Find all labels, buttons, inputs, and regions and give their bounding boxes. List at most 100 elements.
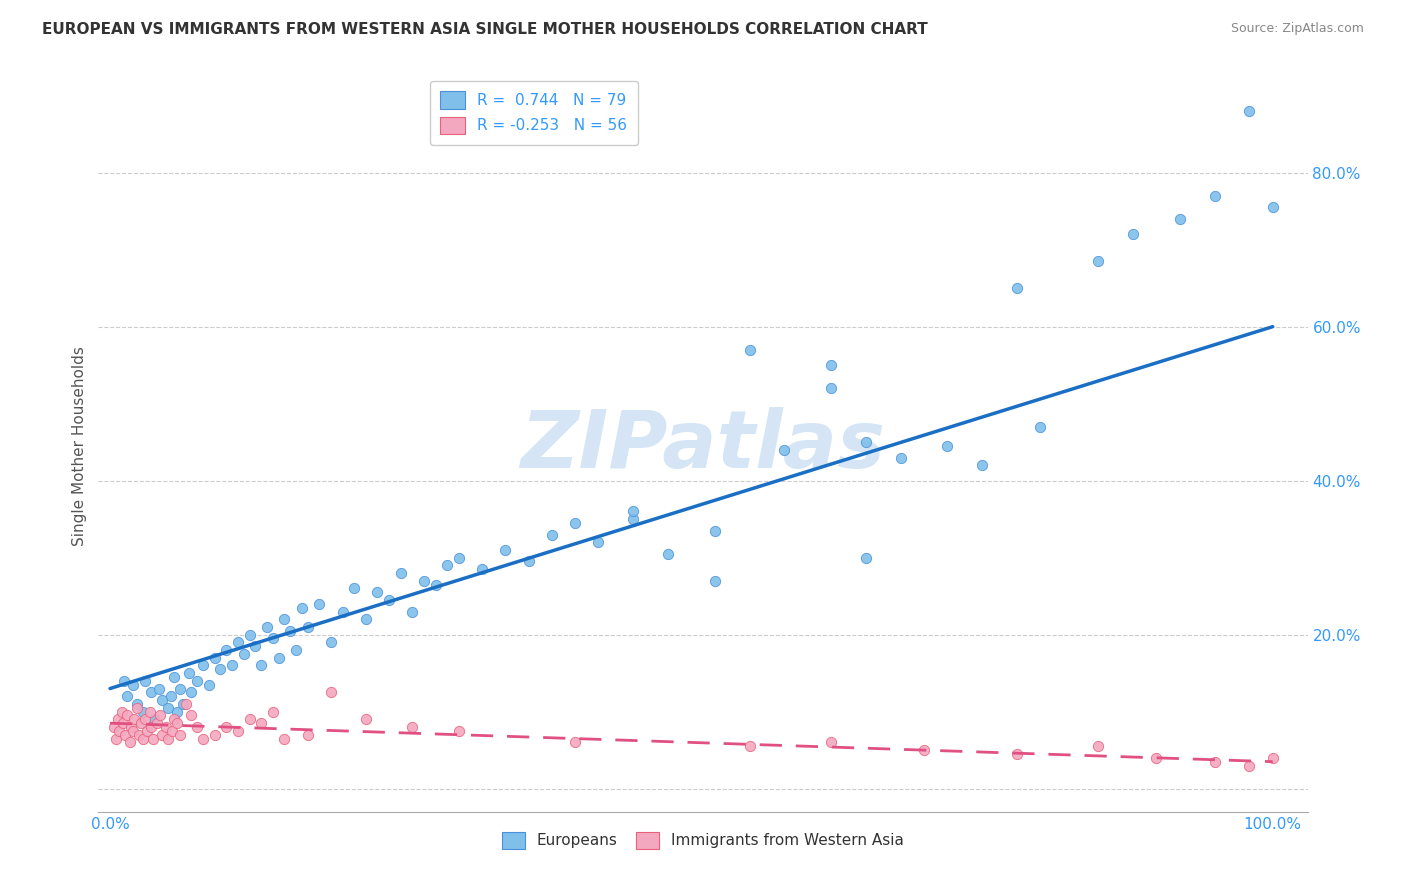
Point <box>209 662 232 676</box>
Point <box>149 708 172 723</box>
Point <box>738 343 761 357</box>
Text: Source: ZipAtlas.com: Source: ZipAtlas.com <box>1230 22 1364 36</box>
Point <box>191 658 214 673</box>
Point <box>139 685 162 699</box>
Point <box>494 543 516 558</box>
Point <box>159 690 181 704</box>
Point <box>1029 419 1052 434</box>
Point <box>471 562 494 576</box>
Point <box>145 716 167 731</box>
Point <box>112 673 135 688</box>
Point <box>155 720 177 734</box>
Point <box>169 681 191 696</box>
Point <box>114 728 136 742</box>
Point <box>912 743 935 757</box>
Point <box>169 728 191 742</box>
Point <box>262 632 284 646</box>
Point <box>204 650 226 665</box>
Point <box>273 731 295 746</box>
Point <box>366 585 388 599</box>
Point <box>855 435 877 450</box>
Point <box>1261 751 1284 765</box>
Point <box>245 639 267 653</box>
Point <box>308 597 330 611</box>
Point <box>120 720 142 734</box>
Point <box>138 705 160 719</box>
Text: ZIPatlas: ZIPatlas <box>520 407 886 485</box>
Point <box>122 723 145 738</box>
Point <box>166 705 188 719</box>
Point <box>564 516 586 530</box>
Point <box>657 547 679 561</box>
Point <box>128 728 150 742</box>
Point <box>250 658 273 673</box>
Point <box>447 550 470 565</box>
Point <box>166 716 188 731</box>
Point <box>104 731 127 746</box>
Point <box>447 723 470 738</box>
Point <box>186 673 208 688</box>
Point <box>163 712 186 726</box>
Point <box>820 358 842 372</box>
Point <box>285 643 308 657</box>
Point <box>332 605 354 619</box>
Point <box>820 735 842 749</box>
Point <box>1005 747 1028 761</box>
Point <box>319 635 342 649</box>
Point <box>354 712 377 726</box>
Point <box>378 593 401 607</box>
Point <box>319 685 342 699</box>
Point <box>425 577 447 591</box>
Point <box>970 458 993 473</box>
Point <box>179 666 201 681</box>
Point <box>204 728 226 742</box>
Point <box>1087 254 1109 268</box>
Point <box>1144 751 1167 765</box>
Point <box>297 620 319 634</box>
Point <box>143 712 166 726</box>
Point <box>855 550 877 565</box>
Point <box>163 670 186 684</box>
Point <box>278 624 301 638</box>
Point <box>588 535 610 549</box>
Point <box>215 720 238 734</box>
Point <box>1239 104 1261 119</box>
Point <box>215 643 238 657</box>
Point <box>936 439 959 453</box>
Point <box>621 512 644 526</box>
Point <box>564 735 586 749</box>
Point <box>221 658 243 673</box>
Point <box>180 685 202 699</box>
Point <box>186 720 208 734</box>
Point <box>108 723 131 738</box>
Point <box>343 582 366 596</box>
Point <box>773 442 796 457</box>
Point <box>226 635 249 649</box>
Point <box>436 558 458 573</box>
Point <box>226 723 249 738</box>
Point <box>1087 739 1109 754</box>
Point <box>1204 755 1226 769</box>
Point <box>621 504 644 518</box>
Point <box>540 527 562 541</box>
Legend: Europeans, Immigrants from Western Asia: Europeans, Immigrants from Western Asia <box>496 825 910 855</box>
Point <box>111 705 134 719</box>
Point <box>1168 211 1191 226</box>
Point <box>131 705 153 719</box>
Point <box>401 605 423 619</box>
Point <box>703 524 725 538</box>
Point <box>291 600 314 615</box>
Y-axis label: Single Mother Households: Single Mother Households <box>72 346 87 546</box>
Point <box>125 697 148 711</box>
Point <box>157 700 180 714</box>
Point <box>103 720 125 734</box>
Point <box>134 712 156 726</box>
Point <box>389 566 412 580</box>
Point <box>180 708 202 723</box>
Point <box>267 650 290 665</box>
Point <box>1005 281 1028 295</box>
Point <box>1239 758 1261 772</box>
Point <box>191 731 214 746</box>
Point <box>131 731 153 746</box>
Point <box>134 673 156 688</box>
